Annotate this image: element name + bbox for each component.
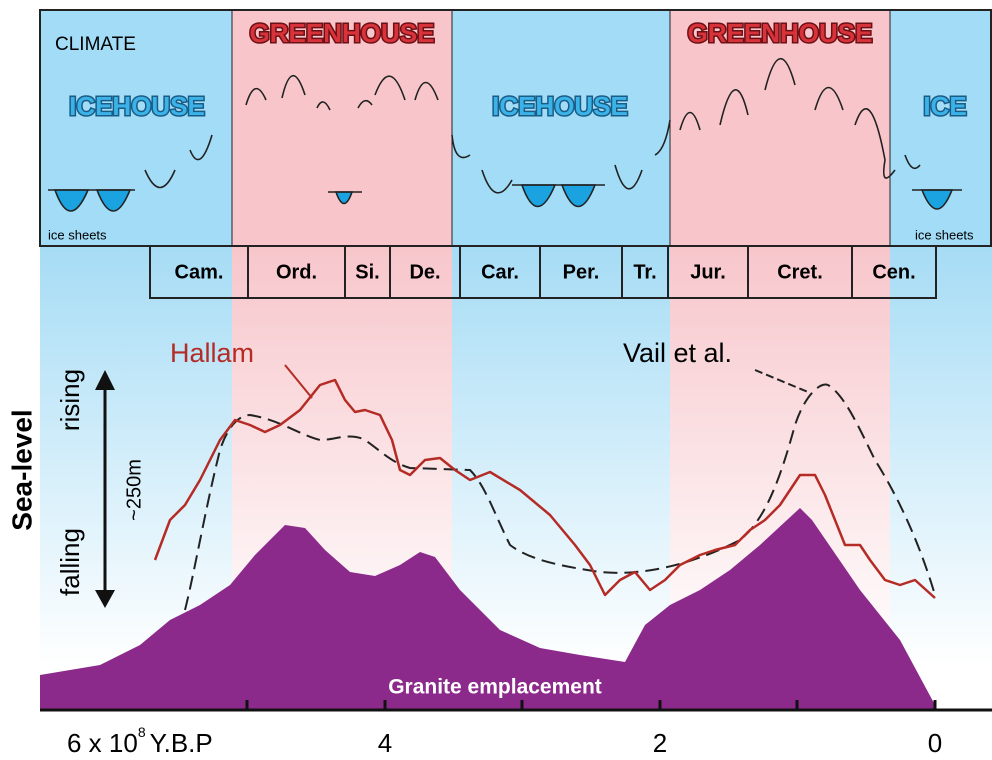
arrow (95, 370, 115, 608)
climate-label: CLIMATE (55, 34, 136, 55)
x-tick-label: 0 (928, 728, 942, 758)
hallam-label: Hallam (170, 338, 254, 368)
period-label: Si. (355, 261, 379, 283)
granite-label: Granite emplacement (388, 676, 602, 699)
ice-sheets-label: ice sheets (48, 227, 107, 242)
climate-band: ICEHOUSE (492, 91, 628, 121)
period-label: Cen. (872, 261, 915, 283)
scale-label: ~250m (123, 459, 145, 521)
x-tick-label: 4 (378, 728, 392, 758)
period-label: Tr. (633, 261, 656, 283)
sea-level-symbols (48, 57, 962, 212)
leader (754, 369, 809, 393)
period-label: Cam. (175, 261, 224, 283)
period-label: Per. (563, 261, 600, 283)
period-label: Ord. (276, 261, 317, 283)
x-tick-exponent: 8 (138, 724, 146, 740)
leader (284, 364, 313, 399)
period-label: Jur. (690, 261, 726, 283)
x-axis-unit: Y.B.P (150, 728, 213, 758)
falling-label: falling (55, 528, 85, 596)
y-axis-title: Sea-level (6, 409, 37, 530)
x-tick-label: 6 x 108 Y.B.P (67, 724, 213, 758)
hallam-curve (153, 378, 936, 599)
ice-sheets-label: ice sheets (915, 227, 974, 242)
climate-band: ICEHOUSE (69, 91, 205, 121)
period-label: Car. (481, 261, 519, 283)
vail-curve (184, 383, 936, 611)
x-tick-label: 2 (653, 728, 667, 758)
granite-area (40, 508, 935, 710)
climate-band: GREENHOUSE (688, 18, 873, 48)
period-label: Cret. (777, 261, 823, 283)
rising-label: rising (55, 369, 85, 431)
period-row (149, 245, 937, 299)
climate-band: ICE (923, 91, 966, 121)
vail-label: Vail et al. (623, 338, 732, 368)
x-axis (40, 700, 992, 712)
period-label: De. (409, 261, 440, 283)
climate-band: GREENHOUSE (250, 18, 435, 48)
x-tick-prefix: 6 x 10 (67, 728, 138, 758)
